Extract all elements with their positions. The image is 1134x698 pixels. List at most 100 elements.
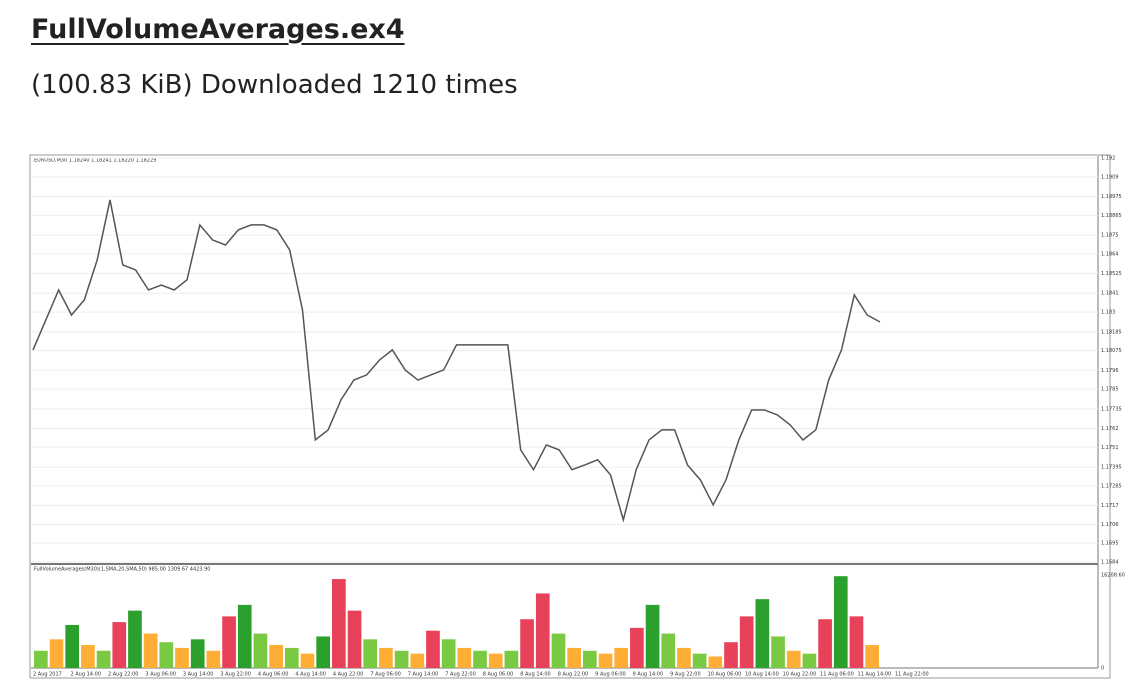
x-tick-label: 4 Aug 06:00 [258, 672, 289, 678]
volume-bar [34, 650, 48, 668]
volume-bar [175, 647, 189, 668]
x-tick-label: 3 Aug 06:00 [145, 672, 176, 678]
volume-bar [96, 650, 111, 668]
x-tick-label: 3 Aug 14:00 [183, 672, 214, 678]
y-tick-label: 1.1796 [1101, 368, 1119, 374]
y-tick-label: 1.17395 [1101, 464, 1122, 470]
volume-bar [630, 627, 644, 668]
volume-bar [473, 650, 487, 668]
volume-bar [755, 599, 770, 668]
volume-bar [190, 639, 205, 668]
volume-bar [457, 647, 472, 668]
volume-bar [535, 593, 550, 668]
y-tick-label: 1.1841 [1101, 291, 1119, 297]
y-tick-label: 1.17735 [1101, 406, 1122, 412]
y-tick-label: 1.1785 [1101, 387, 1119, 393]
x-tick-label: 2 Aug 14:00 [70, 672, 101, 678]
volume-bar [504, 650, 519, 668]
volume-bar [551, 633, 566, 668]
volume-bar [818, 619, 832, 668]
x-tick-label: 4 Aug 14:00 [295, 672, 326, 678]
y-tick-label: 1.1706 [1101, 522, 1119, 528]
x-tick-label: 3 Aug 22:00 [220, 672, 251, 678]
volume-bar [49, 639, 64, 668]
x-tick-label: 11 Aug 06:00 [820, 672, 854, 678]
volume-bar [771, 636, 785, 668]
volume-bar [332, 579, 346, 668]
volume-bar [692, 653, 707, 668]
volume-bar [284, 647, 299, 668]
y-tick-label: 1.1695 [1101, 541, 1119, 547]
x-tick-label: 10 Aug 06:00 [708, 672, 742, 678]
y-tick-label: 1.18185 [1101, 329, 1122, 335]
y-tick-label: 1.1684 [1101, 560, 1119, 566]
y-tick-label: 1.1875 [1101, 233, 1119, 239]
volume-bar [237, 604, 252, 668]
volume-bar [379, 647, 393, 668]
x-tick-label: 9 Aug 22:00 [670, 672, 701, 678]
volume-bar [441, 639, 456, 668]
volume-bar [394, 650, 409, 668]
volume-bar [661, 633, 676, 668]
y-tick-label: 1.1762 [1101, 426, 1119, 432]
x-tick-label: 8 Aug 22:00 [558, 672, 589, 678]
volume-bar [708, 656, 723, 668]
volume-bar [849, 616, 864, 668]
volume-bar [598, 653, 613, 668]
y-tick-label: 16208.60 [1101, 573, 1125, 579]
volume-bar [410, 653, 425, 668]
y-tick-label: 1.17285 [1101, 483, 1122, 489]
frame [29, 154, 1111, 679]
x-tick-label: 10 Aug 22:00 [783, 672, 817, 678]
volume-bar [582, 650, 597, 668]
y-tick-label: 1.18075 [1101, 348, 1122, 354]
x-tick-label: 9 Aug 06:00 [595, 672, 626, 678]
volume-bar [724, 642, 738, 668]
y-tick-label: 1.18865 [1101, 213, 1122, 219]
volume-bar [222, 616, 236, 668]
x-tick-label: 9 Aug 14:00 [633, 672, 664, 678]
y-tick-label: 1.1864 [1101, 251, 1119, 257]
volume-bar [677, 647, 691, 668]
x-tick-label: 7 Aug 14:00 [408, 672, 439, 678]
x-tick-label: 8 Aug 06:00 [483, 672, 514, 678]
volume-bar [567, 647, 581, 668]
volume-bar [739, 616, 754, 668]
y-tick-label: 0 [1101, 666, 1104, 672]
volume-bar [300, 653, 315, 668]
y-tick-label: 1.1909 [1101, 174, 1119, 180]
x-tick-label: 2 Aug 22:00 [108, 672, 139, 678]
volume-bar [316, 636, 331, 668]
volume-bar [802, 653, 817, 668]
y-tick-label: 1.192 [1101, 156, 1115, 162]
x-tick-label: 10 Aug 14:00 [745, 672, 779, 678]
volume-bar [426, 630, 440, 668]
volume-bar [143, 633, 158, 668]
chart-title: EURUSD,M30 1.18240 1.18241 1.18220 1.182… [34, 158, 156, 164]
y-tick-label: 1.1717 [1101, 503, 1119, 509]
volume-bar [865, 645, 879, 668]
file-link[interactable]: FullVolumeAverages.ex4 [31, 14, 405, 45]
file-info: (100.83 KiB) Downloaded 1210 times [31, 70, 518, 100]
volume-bar [645, 604, 660, 668]
volume-bar [520, 619, 534, 668]
x-tick-label: 4 Aug 22:00 [333, 672, 364, 678]
volume-bar [253, 633, 268, 668]
volume-bar [786, 650, 801, 668]
indicator-title: FullVolumeAverages(M30)(1,SMA,20,SMA,50)… [34, 567, 210, 573]
volume-bar [347, 610, 362, 668]
x-tick-label: 11 Aug 14:00 [858, 672, 892, 678]
x-tick-label: 8 Aug 14:00 [520, 672, 551, 678]
x-tick-label: 7 Aug 06:00 [370, 672, 401, 678]
y-tick-label: 1.1751 [1101, 445, 1119, 451]
volume-bar [206, 650, 221, 668]
y-tick-label: 1.18525 [1101, 271, 1122, 277]
y-tick-label: 1.18975 [1101, 194, 1122, 200]
y-tick-label: 1.183 [1101, 310, 1115, 316]
volume-bar [269, 645, 283, 668]
volume-bar [833, 576, 848, 668]
volume-bar [65, 624, 80, 668]
volume-bar [363, 639, 378, 668]
